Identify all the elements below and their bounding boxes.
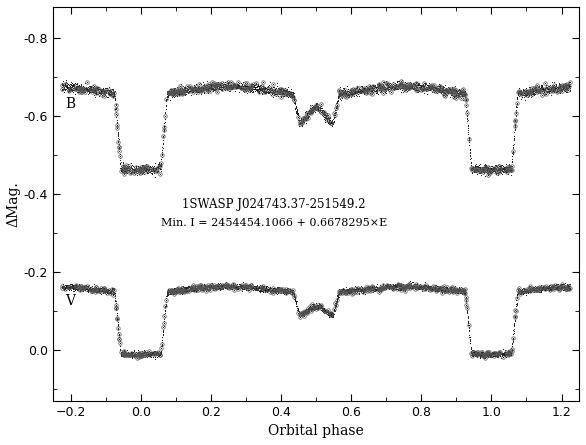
X-axis label: Orbital phase: Orbital phase — [268, 424, 364, 438]
Y-axis label: ΔMag.: ΔMag. — [7, 181, 21, 227]
Text: V: V — [66, 294, 76, 308]
Text: 1SWASP J024743.37-251549.2: 1SWASP J024743.37-251549.2 — [182, 198, 366, 210]
Text: B: B — [66, 97, 76, 111]
Text: Min. I = 2454454.1066 + 0.6678295×E: Min. I = 2454454.1066 + 0.6678295×E — [161, 218, 387, 228]
